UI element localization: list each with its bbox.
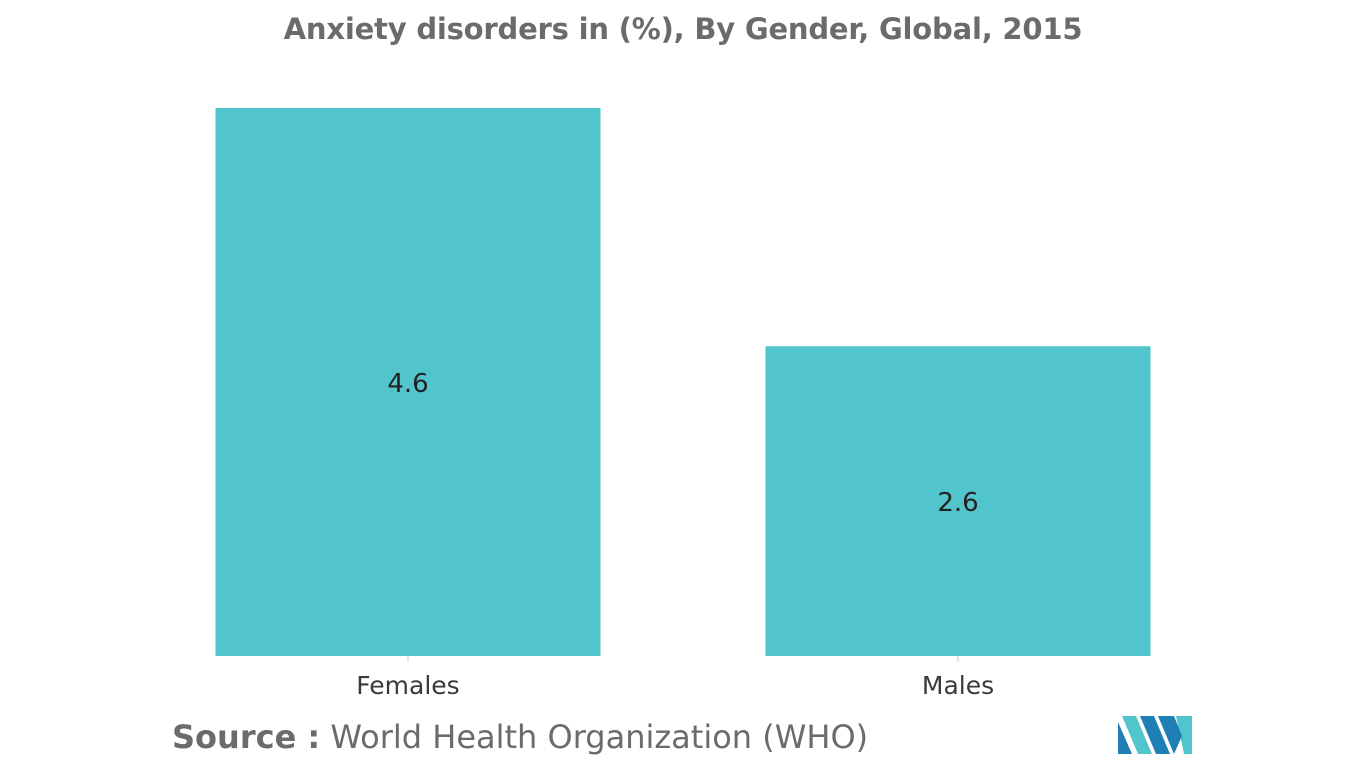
data-label-females: 4.6 <box>387 369 428 399</box>
x-tick-label: Females <box>356 671 459 700</box>
bar-males <box>765 346 1151 656</box>
source-text: World Health Organization (WHO) <box>330 718 869 756</box>
x-tick-label: Males <box>922 671 994 700</box>
brand-logo-icon <box>1118 716 1192 754</box>
source-label: Source : <box>172 718 321 756</box>
source-note: Source : World Health Organization (WHO) <box>172 718 868 756</box>
chart-title: Anxiety disorders in (%), By Gender, Glo… <box>283 12 1083 46</box>
bar-females <box>215 108 601 656</box>
data-label-males: 2.6 <box>937 488 978 518</box>
